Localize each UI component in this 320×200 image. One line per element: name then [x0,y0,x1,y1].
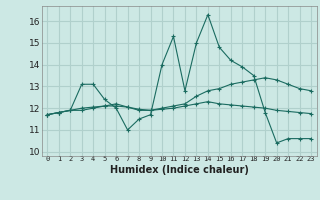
X-axis label: Humidex (Indice chaleur): Humidex (Indice chaleur) [110,165,249,175]
